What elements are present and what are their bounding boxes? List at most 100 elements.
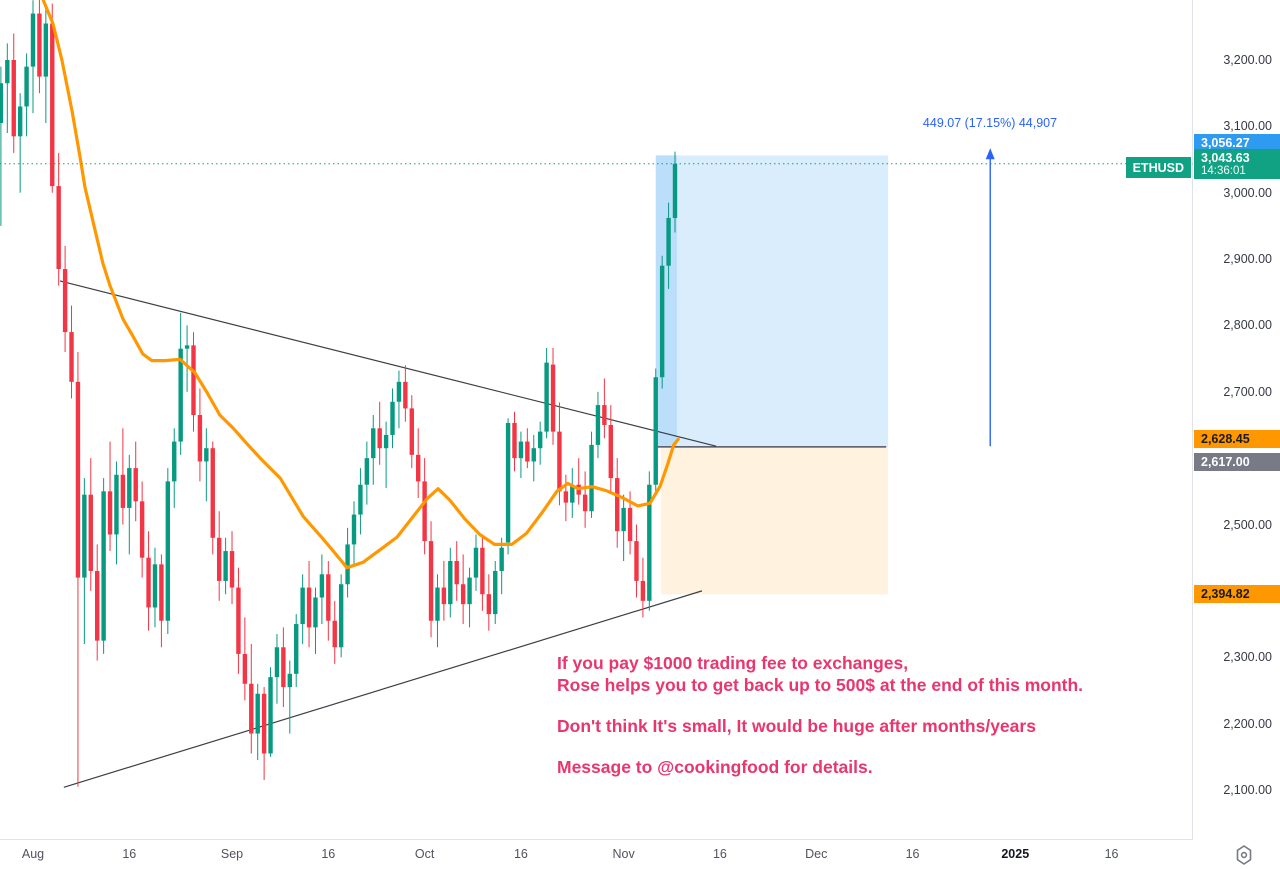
candle-body [152,564,158,608]
candle-body [499,547,504,571]
time-tick-16[interactable]: 16 [321,847,336,861]
candle-body [531,448,536,462]
price-tick-2500: 2,500.00 [1223,517,1272,532]
candle-body [608,424,613,479]
chart-pane[interactable]: 449.07 (17.15%) 44,907 If you pay $1000 … [0,0,1193,840]
candle-body [17,106,23,137]
candle-body [281,647,286,688]
candle-body [191,345,196,416]
hline-label: 2,617.00 [1194,452,1280,471]
time-tick-oct[interactable]: Oct [414,847,435,861]
price-tick-2200: 2,200.00 [1223,716,1272,731]
candle-body [306,587,312,628]
symbol-label: ETHUSD [1125,157,1191,178]
candle-body [544,362,549,432]
price-tick-2700: 2,700.00 [1223,384,1272,399]
candle-body [659,265,665,378]
candle-body [409,408,414,455]
time-tick-16[interactable]: 16 [1104,847,1119,861]
candle-body [165,481,171,621]
projection-box-blue[interactable] [655,155,889,447]
last-price-badge: 3,043.63 14:36:01 [1194,148,1280,179]
measure-tool-label[interactable]: 449.07 (17.15%) 44,907 [922,116,1058,130]
candle-body [627,507,633,542]
last-price-symbol-tag: ETHUSD [1125,153,1192,182]
time-axis[interactable]: Aug 16 Sep 16 Oct 16 Nov 16 Dec 16 2025 16 [0,841,1280,869]
projection-box-cream[interactable] [660,446,889,595]
candle-body [563,491,569,503]
candle-body [236,587,241,654]
candle-body [582,494,588,512]
candle-body [255,693,260,734]
candle-body [50,23,55,187]
candle-body [62,269,68,333]
price-tick-2900: 2,900.00 [1223,252,1272,267]
candle-body [377,428,382,449]
candle-body [493,570,498,615]
candlestick-chart[interactable] [0,0,1193,840]
promo-line-2: Rose helps you to get back up to 500$ at… [557,675,1084,695]
time-tick-2025[interactable]: 2025 [1001,847,1030,861]
bar-countdown: 14:36:01 [1201,164,1246,177]
candle-body [525,441,530,462]
candle-body [197,415,203,462]
promo-line-3: Don't think It's small, It would be huge… [557,716,1036,736]
promo-line-1: If you pay $1000 trading fee to exchange… [557,653,909,673]
candle-body [550,364,556,432]
candle-body [480,547,485,595]
candle-body [184,345,190,349]
candle-body [505,422,511,543]
time-tick-nov[interactable]: Nov [612,847,635,861]
price-tick-3100: 3,100.00 [1223,119,1272,134]
candle-body [326,574,331,621]
candle-body [666,217,671,266]
candle-body [319,574,325,598]
candle-body [518,441,524,459]
price-tick-2100: 2,100.00 [1223,782,1272,797]
candle-body [647,484,652,601]
time-tick-dec[interactable]: Dec [805,847,828,861]
candle-body [473,547,479,578]
last-price-value: 3,043.63 [1201,150,1250,165]
candle-body [37,13,42,77]
time-tick-16[interactable]: 16 [905,847,920,861]
descending-trendline[interactable] [59,280,717,447]
candle-body [107,491,113,535]
candle-body [345,544,350,585]
price-tick-2300: 2,300.00 [1223,650,1272,665]
time-tick-aug[interactable]: Aug [21,847,45,861]
candle-body [229,551,235,588]
candle-body [82,494,87,578]
candle-body [216,537,222,581]
candle-body [570,484,575,503]
candle-body [204,448,209,462]
candle-body [313,597,318,628]
axis-settings-icon[interactable] [1234,845,1254,865]
candle-body [441,587,447,605]
time-tick-16[interactable]: 16 [122,847,137,861]
candle-body [364,458,370,485]
candle-body [95,570,100,641]
candle-body [634,541,639,581]
price-tick-3200: 3,200.00 [1223,53,1272,67]
time-tick-sep[interactable]: Sep [220,847,244,861]
ascending-trendline[interactable] [63,590,703,788]
time-tick-16[interactable]: 16 [513,847,528,861]
promo-line-4: Message to @cookingfood for details. [557,757,873,777]
candle-body [300,587,305,625]
candle-body [396,381,402,402]
candle-body [88,494,93,571]
candle-body [146,557,151,608]
moving-average-line[interactable] [41,0,680,570]
candle-body [595,405,601,445]
candle-body [371,428,376,459]
price-axis[interactable]: 3,200.00 3,100.00 3,000.00 2,900.00 2,800.00… [1194,0,1280,840]
promo-text-annotation[interactable]: If you pay $1000 trading fee to exchange… [557,652,1083,778]
time-tick-16[interactable]: 16 [712,847,727,861]
candle-body [101,491,106,641]
candle-body [672,163,678,218]
candle-body [30,13,36,67]
box-bottom-label: 2,394.82 [1194,585,1280,604]
candle-body [172,441,177,482]
